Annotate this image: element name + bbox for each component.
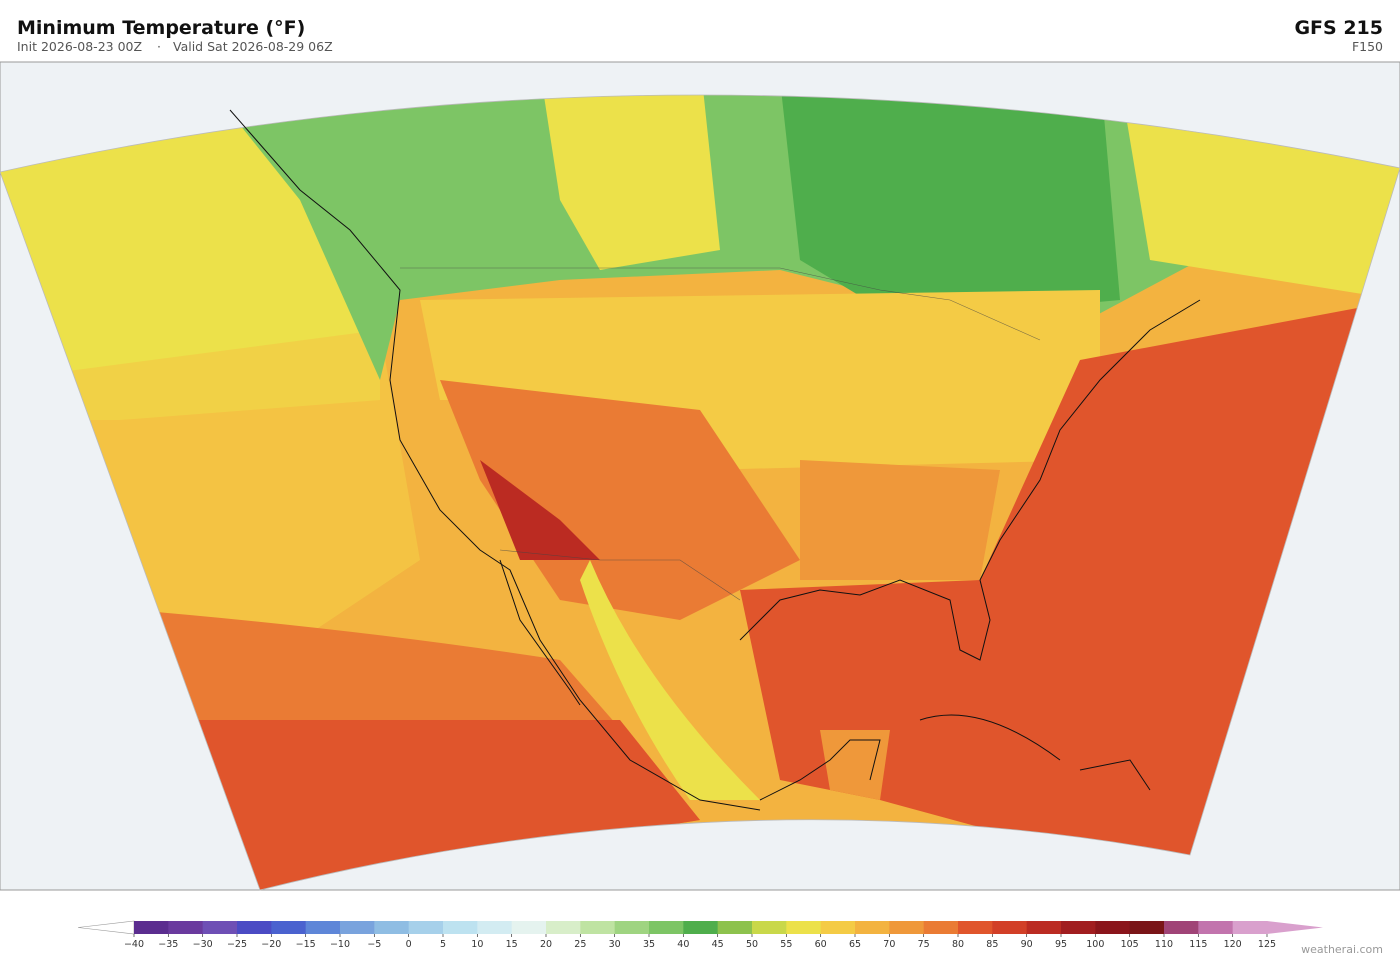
- credit: weatherai.com: [1301, 943, 1383, 956]
- colorbar-tick-label: 80: [952, 939, 964, 950]
- colorbar-segment: [1232, 921, 1268, 934]
- colorbar-tick-label: 65: [849, 939, 861, 950]
- colorbar-tick-label: 20: [540, 939, 552, 950]
- colorbar-segment: [820, 921, 856, 934]
- colorbar-under: [77, 920, 135, 935]
- colorbar-segment: [1026, 921, 1062, 934]
- colorbar-segment: [546, 921, 581, 934]
- colorbar-tick-label: 25: [574, 939, 586, 950]
- colorbar-tick-label: 0: [406, 939, 412, 950]
- colorbar-tick-label: 55: [780, 939, 792, 950]
- colorbar-tick-label: 15: [506, 939, 518, 950]
- colorbar-segment: [340, 921, 375, 934]
- colorbar-tick-label: 60: [815, 939, 827, 950]
- colorbar-segment: [1061, 921, 1096, 934]
- colorbar-tick-label: 70: [883, 939, 895, 950]
- colorbar-tick-label: −35: [158, 939, 178, 950]
- colorbar-segment: [477, 921, 513, 934]
- colorbar-tick-label: 110: [1155, 939, 1173, 950]
- colorbar-segment: [683, 921, 719, 934]
- colorbar-segment: [614, 921, 650, 934]
- colorbar-segment: [786, 921, 822, 934]
- colorbar-segment: [271, 921, 307, 934]
- colorbar-segment: [168, 921, 204, 934]
- colorbar-tick-label: 90: [1021, 939, 1033, 950]
- map: [0, 61, 1400, 891]
- colorbar-tick-label: −25: [227, 939, 247, 950]
- title: Minimum Temperature (°F): [17, 17, 305, 39]
- colorbar-tick-label: 5: [440, 939, 446, 950]
- separator: ·: [157, 39, 161, 54]
- colorbar-tick-label: 105: [1121, 939, 1139, 950]
- colorbar-tick-label: 10: [471, 939, 483, 950]
- colorbar-tick-label: 50: [746, 939, 758, 950]
- colorbar: −40 −35 −30 −25 −20 −15 −10 −5 0 5 10 15 20 25 30 35 40 4…: [77, 920, 1323, 950]
- colorbar-segment: [580, 921, 616, 934]
- colorbar-segment: [202, 921, 238, 934]
- colorbar-tick-label: 120: [1224, 939, 1242, 950]
- colorbar-tick-label: 100: [1086, 939, 1104, 950]
- colorbar-tick-label: 30: [609, 939, 621, 950]
- colorbar-tick-label: −30: [193, 939, 213, 950]
- colorbar-segment: [1095, 921, 1131, 934]
- colorbar-segment: [752, 921, 787, 934]
- colorbar-segment: [958, 921, 993, 934]
- colorbar-segment: [237, 921, 272, 934]
- colorbar-segment: [1198, 921, 1234, 934]
- colorbar-tick-label: −10: [330, 939, 350, 950]
- colorbar-segment: [717, 921, 753, 934]
- colorbar-segment: [923, 921, 959, 934]
- colorbar-segment: [408, 921, 444, 934]
- colorbar-segment: [1164, 921, 1199, 934]
- colorbar-segment: [992, 921, 1028, 934]
- colorbar-tick-label: −15: [296, 939, 316, 950]
- colorbar-segment: [374, 921, 410, 934]
- colorbar-tick-label: −5: [367, 939, 381, 950]
- colorbar-tick-label: 45: [712, 939, 724, 950]
- colorbar-tick-label: 35: [643, 939, 655, 950]
- forecast-hour: F150: [1352, 39, 1383, 54]
- colorbar-tick-label: 85: [986, 939, 998, 950]
- colorbar-segment: [134, 921, 169, 934]
- colorbar-tick-label: −40: [124, 939, 144, 950]
- colorbar-tick-label: 95: [1055, 939, 1067, 950]
- colorbar-tick-label: 125: [1258, 939, 1276, 950]
- colorbar-segment: [855, 921, 890, 934]
- colorbar-segment: [305, 921, 341, 934]
- valid-time: Valid Sat 2026-08-29 06Z: [173, 39, 333, 54]
- colorbar-segment: [511, 921, 547, 934]
- colorbar-segment: [1129, 921, 1165, 934]
- init-time: Init 2026-08-23 00Z: [17, 39, 142, 54]
- borders: [400, 267, 1041, 601]
- colorbar-tick-label: −20: [261, 939, 281, 950]
- colorbar-segment: [889, 921, 925, 934]
- coastlines: [229, 109, 1201, 811]
- colorbar-tick-label: 75: [918, 939, 930, 950]
- colorbar-segment: [649, 921, 684, 934]
- colorbar-tick-label: 40: [677, 939, 689, 950]
- colorbar-tick-label: 115: [1189, 939, 1207, 950]
- colorbar-segment: [443, 921, 478, 934]
- colorbar-over: [1267, 921, 1323, 934]
- model-name: GFS 215: [1294, 17, 1383, 39]
